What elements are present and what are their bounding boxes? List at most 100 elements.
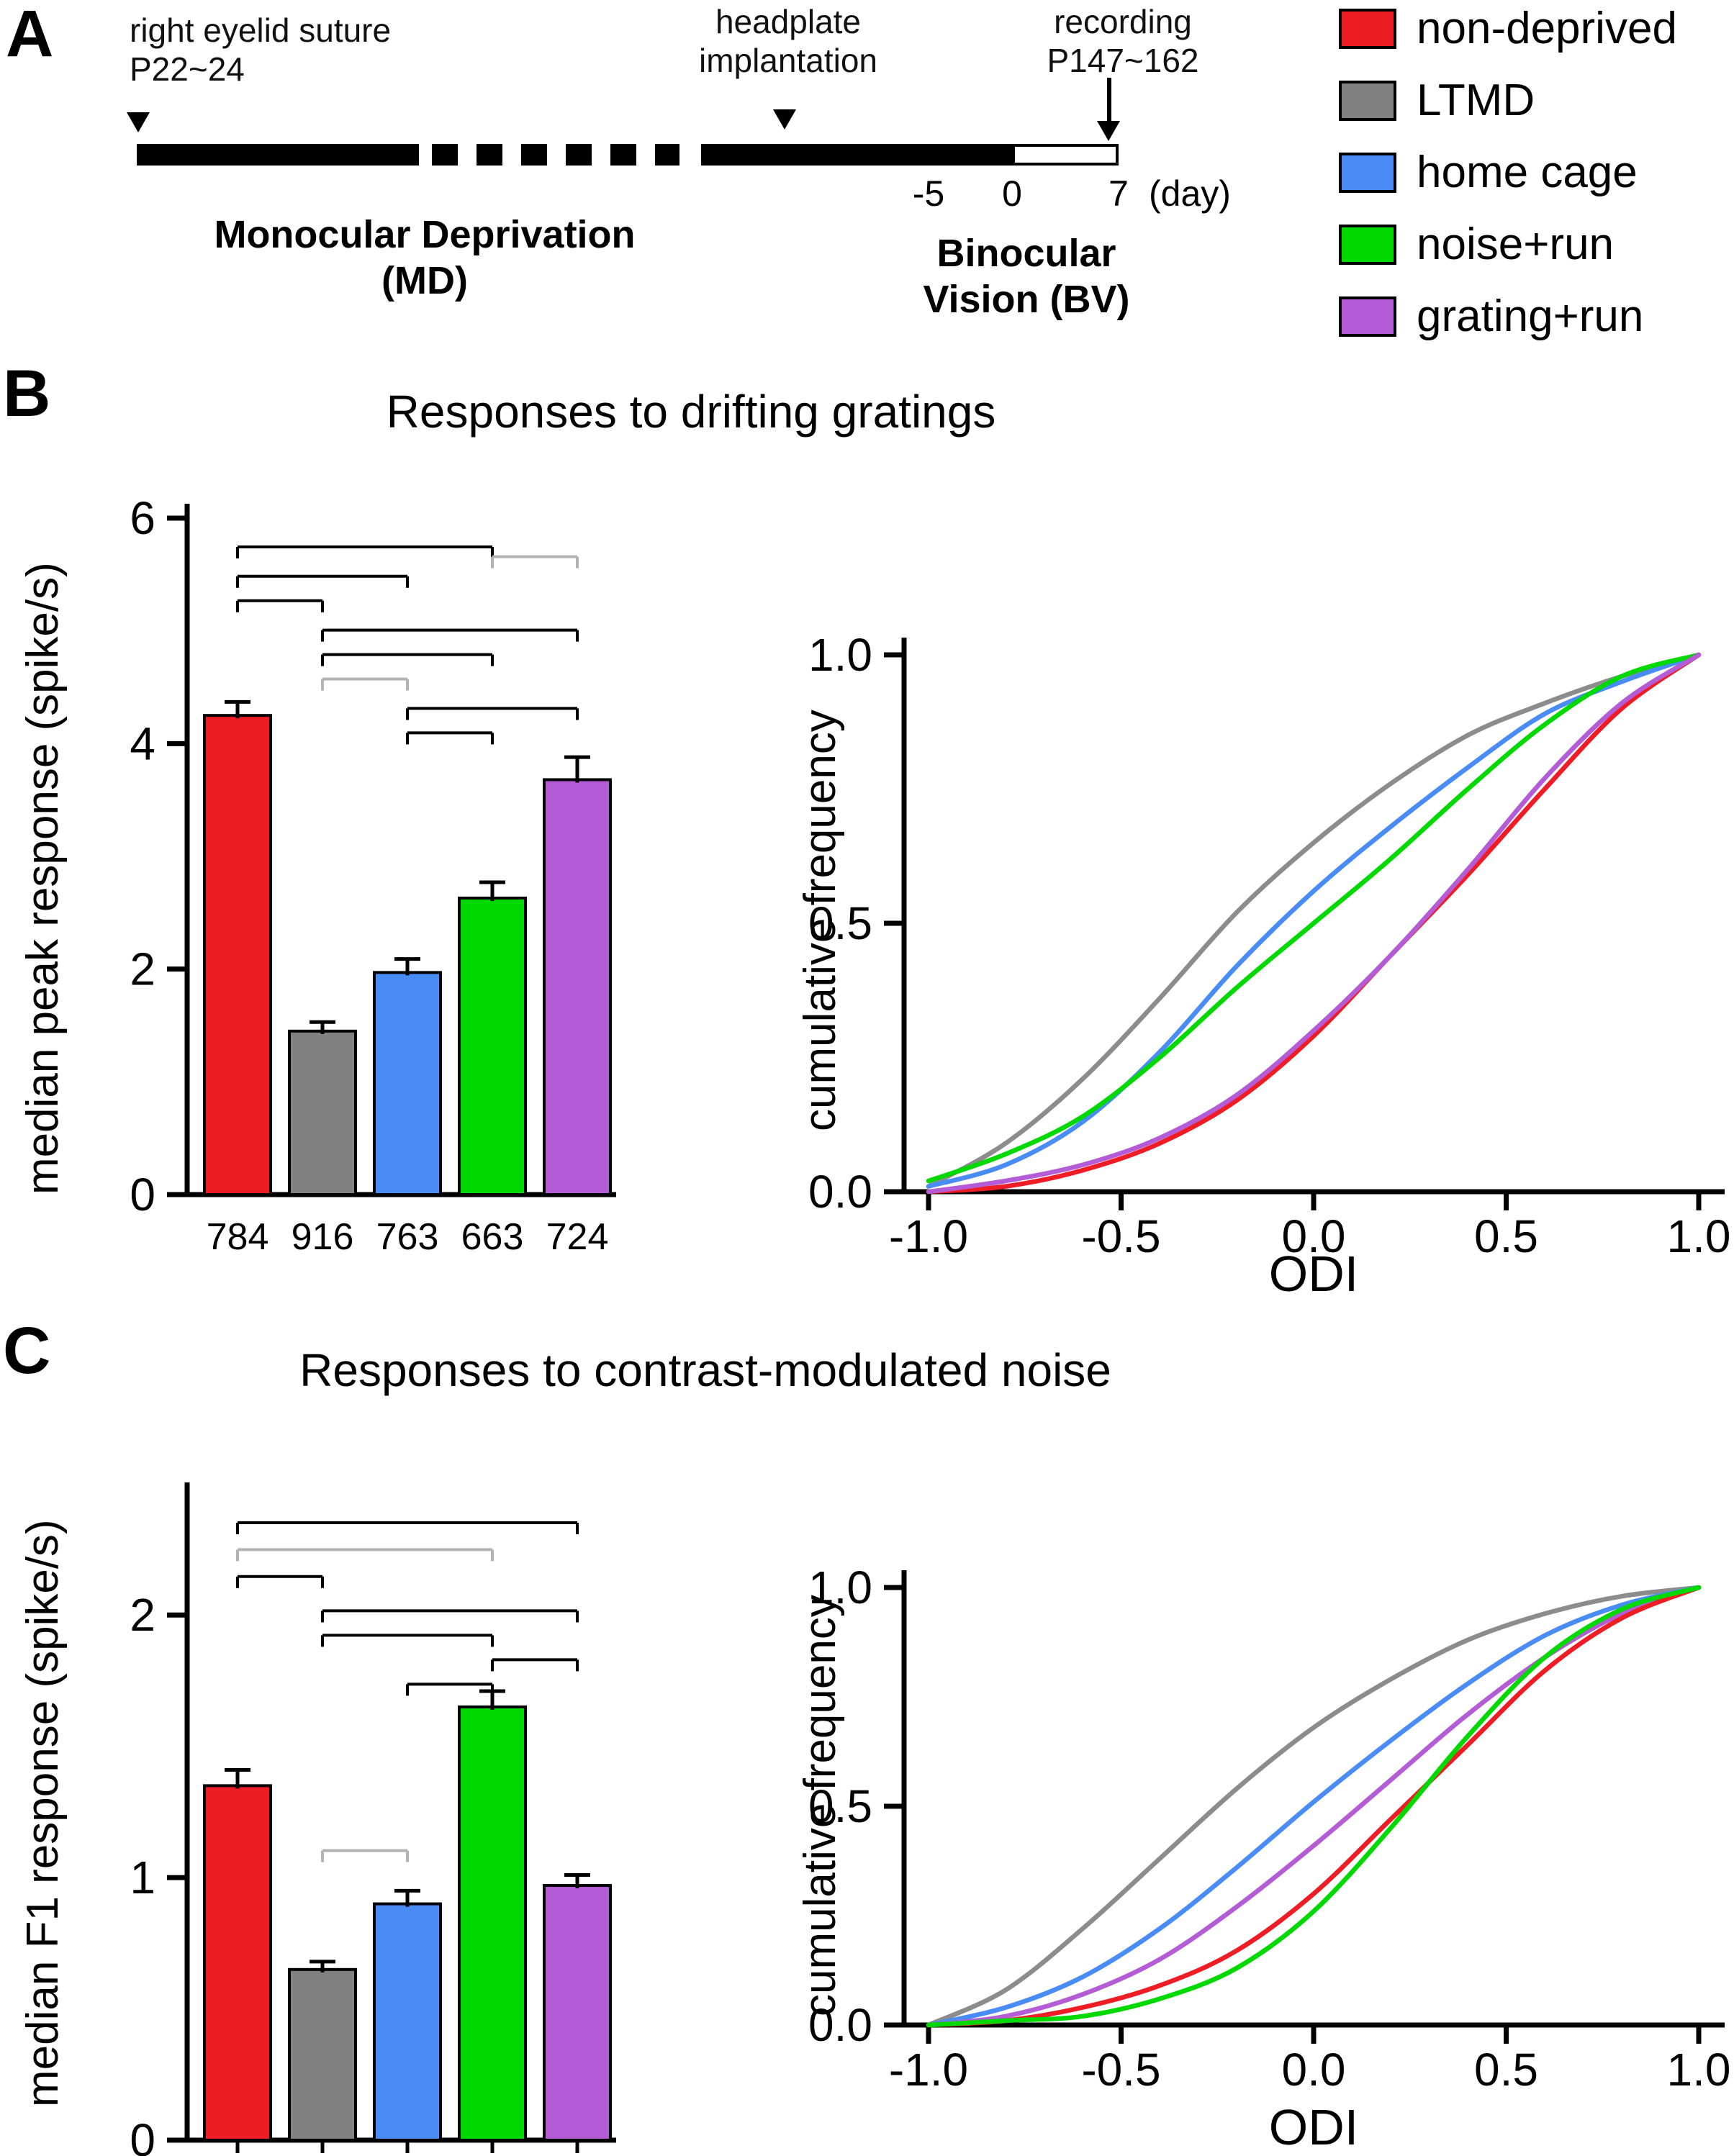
bar-noise-y-axis-title: median F1 response (spike/s)	[17, 1519, 68, 2108]
x-tick-label: -0.5	[1081, 1210, 1160, 1262]
x-axis-title: ODI	[1269, 1246, 1358, 1302]
panel-c-label: C	[3, 1313, 51, 1387]
legend-swatch-grating-run	[1339, 296, 1396, 337]
bar-non-deprived	[203, 1784, 272, 2142]
suture-annotation-line2: P22~24	[130, 50, 245, 89]
legend-label-noise-run: noise+run	[1417, 219, 1615, 269]
legend-label-grating-run: grating+run	[1417, 291, 1644, 341]
cdf-curve-LTMD	[926, 1585, 1702, 2028]
cdf-curve-home cage	[926, 652, 1702, 1189]
legend-item-grating-run: grating+run	[1339, 291, 1677, 343]
x-axis-title: ODI	[1269, 2099, 1358, 2155]
recording-arrow-icon	[1097, 121, 1120, 141]
headplate-annotation-line2: implantation	[698, 42, 878, 80]
x-tick-label: 1.0	[1667, 2044, 1731, 2096]
bar-chart-contrast-noise: 0 1 2	[130, 1482, 616, 2156]
bar-noise+run	[458, 1705, 527, 2142]
headplate-annotation: headplate implantation	[669, 3, 907, 81]
bar-chart-drifting-gratings: 0 2 4 6 784 916 763 663 724	[130, 492, 616, 1258]
y-tick-label: 2	[130, 1589, 155, 1641]
bar-home cage	[373, 1902, 442, 2142]
y-tick-label: 1.0	[808, 629, 872, 681]
recording-annotation: recording P147~162	[1001, 3, 1245, 81]
md-period-label: Monocular Deprivation (MD)	[158, 212, 691, 305]
y-tick-label: 0.0	[808, 1166, 872, 1218]
recording-annotation-line1: recording	[1054, 3, 1192, 40]
x-tick-label: -1.0	[889, 1210, 968, 1262]
suture-annotation-line1: right eyelid suture	[130, 12, 392, 49]
legend-label-non-deprived: non-deprived	[1417, 3, 1677, 53]
legend-label-ltmd: LTMD	[1417, 75, 1535, 125]
bar-grating+run	[543, 778, 612, 1196]
y-tick-label: 4	[130, 717, 155, 769]
x-tick-label: -1.0	[889, 2044, 968, 2096]
cdf-chart-contrast-noise: 0.0 0.5 1.0 -1.0 -0.5 0.0 0.5 1.0 ODI	[808, 1562, 1731, 2155]
bar-gratings-y-axis-title: median peak response (spike/s)	[17, 561, 68, 1195]
suture-arrow-icon	[127, 112, 150, 132]
legend-item-non-deprived: non-deprived	[1339, 3, 1677, 55]
y-tick-label: 0.0	[808, 1999, 872, 2051]
timeline-tick-zero: 0	[1002, 174, 1022, 214]
md-period-line1: Monocular Deprivation	[214, 213, 636, 256]
cdf-curve-home cage	[926, 1585, 1702, 2028]
timeline-md-solid-bar	[137, 144, 419, 166]
n-label: 724	[546, 1216, 609, 1258]
bar-home cage	[373, 971, 442, 1196]
n-label: 784	[207, 1216, 269, 1258]
bar-LTMD	[288, 1967, 357, 2142]
x-tick-label: -0.5	[1081, 2044, 1160, 2096]
y-tick-label: 6	[130, 492, 155, 544]
y-tick-label: 0.5	[808, 1780, 872, 1832]
legend-item-ltmd: LTMD	[1339, 75, 1677, 127]
bv-period-line1: Binocular	[936, 232, 1116, 275]
y-tick-label: 0	[130, 1169, 155, 1220]
bv-period-line2: Vision (BV)	[923, 278, 1130, 322]
timeline-tick-minus5: -5	[912, 174, 945, 214]
cdf-curve-grating+run	[926, 652, 1702, 1195]
x-tick-label: 0.0	[1282, 1210, 1346, 1262]
headplate-arrow-icon	[773, 109, 796, 130]
n-label: 763	[376, 1216, 439, 1258]
timeline-tick-seven: 7	[1108, 174, 1129, 214]
y-tick-label: 2	[130, 943, 155, 995]
legend-swatch-ltmd	[1339, 81, 1396, 121]
bar-non-deprived	[203, 714, 272, 1196]
panel-a-label: A	[6, 0, 54, 71]
y-tick-label: 1.0	[808, 1562, 872, 1613]
panel-c-title: Responses to contrast-modulated noise	[299, 1344, 1111, 1396]
timeline-bv-bar	[1012, 144, 1119, 166]
bv-period-label: Binocular Vision (BV)	[904, 230, 1149, 324]
legend-item-home-cage: home cage	[1339, 147, 1677, 199]
legend-swatch-noise-run	[1339, 225, 1396, 265]
x-tick-label: 0.0	[1282, 2044, 1346, 2096]
cdf-chart-drifting-gratings: 0.0 0.5 1.0 -1.0 -0.5 0.0 0.5 1.0 ODI	[808, 629, 1731, 1302]
recording-annotation-line2: P147~162	[1047, 42, 1199, 80]
legend: non-deprived LTMD home cage noise+run gr…	[1339, 3, 1677, 343]
n-label: 663	[461, 1216, 524, 1258]
timeline-md-end-bar	[701, 144, 1012, 166]
bar-grating+run	[543, 1884, 612, 2142]
timeline-md-dashed-bar	[432, 144, 679, 166]
bar-LTMD	[288, 1029, 357, 1196]
suture-annotation: right eyelid suture P22~24	[130, 12, 391, 90]
y-tick-label: 0.5	[808, 897, 872, 949]
legend-label-home-cage: home cage	[1417, 147, 1638, 197]
panel-b-title: Responses to drifting gratings	[386, 386, 996, 438]
recording-arrow-line	[1107, 78, 1111, 124]
legend-item-noise-run: noise+run	[1339, 219, 1677, 271]
panel-b-label: B	[3, 355, 51, 430]
cdf-curve-noise+run	[926, 1585, 1702, 2028]
timeline-day-unit: (day)	[1149, 174, 1231, 214]
legend-swatch-non-deprived	[1339, 9, 1396, 49]
x-tick-label: 0.5	[1474, 1210, 1538, 1262]
bar-noise+run	[458, 896, 527, 1196]
cdf-curve-noise+run	[926, 652, 1702, 1184]
headplate-annotation-line1: headplate	[715, 3, 862, 40]
y-tick-label: 0	[130, 2114, 155, 2156]
x-tick-label: 0.5	[1474, 2044, 1538, 2096]
cdf-curve-non-deprived	[926, 1585, 1702, 2028]
x-tick-label: 1.0	[1667, 1210, 1731, 1262]
y-tick-label: 1	[130, 1852, 155, 1903]
md-period-line2: (MD)	[381, 259, 468, 303]
